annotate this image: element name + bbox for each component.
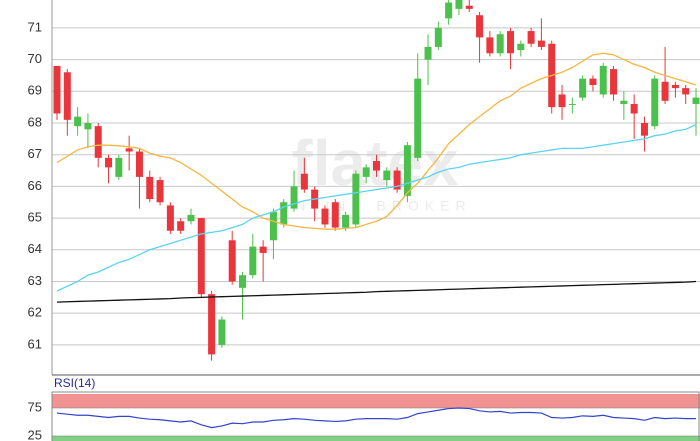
panel-title: RSI(14) [54,376,95,390]
candle-body [259,246,267,253]
candle-body [476,15,484,38]
candle-body [321,208,329,225]
y-tick-label: 64 [28,241,42,256]
candle-body [135,151,143,177]
candle-body [661,81,669,101]
candle-body [558,94,566,108]
candle-body [651,78,659,127]
y-tick-label: 68 [28,114,42,129]
candle-body [465,5,473,9]
candle-body [403,145,411,196]
candle-body [300,173,308,190]
candle-body [599,65,607,95]
candle-body [352,173,360,225]
candle-body [197,218,205,295]
candle-body [280,202,288,225]
panel-frame [51,391,700,441]
band [52,436,700,441]
candle-body [166,205,174,231]
y-tick-label: 70 [28,51,42,66]
candle-body [53,65,61,114]
candle-body [125,148,133,152]
y-tick-label: 66 [28,178,42,193]
candle-body [115,157,123,177]
candle-body [249,246,257,276]
candle-body [620,100,628,104]
y-tick-label: 62 [28,305,42,320]
candle-body [640,122,648,136]
y-tick-label: 71 [28,19,42,34]
band [52,394,700,408]
y-tick-label: 75 [28,399,42,414]
candle-body [156,180,164,203]
candle-body [177,221,185,231]
candle-body [84,122,92,130]
candle-body [568,103,576,105]
candle-body [383,170,391,181]
candle-body [692,97,700,104]
candle-body [506,31,514,54]
line-series [56,52,697,230]
candle-body [589,78,597,85]
candle-body [455,0,463,9]
candle-body [105,157,113,168]
candle-body [486,37,494,54]
candle-body [331,202,339,228]
candle-body [445,2,453,19]
candle-body [239,275,247,288]
candle-body [671,84,679,89]
y-tick-label: 61 [28,336,42,351]
y-tick-label: 25 [28,427,42,441]
candle-body [269,211,277,241]
candle-body [218,319,226,345]
line-series [56,407,696,429]
candle-body [393,170,401,190]
candle-body [414,78,422,158]
candle-body [537,40,545,47]
candle-body [527,31,535,44]
candle-body [228,240,236,282]
candle-body [94,126,102,158]
y-tick-label: 69 [28,83,42,98]
line-series [56,280,697,303]
candle-body [517,43,525,51]
line-series [56,123,697,292]
y-tick-label: 67 [28,146,42,161]
candle-body [373,161,380,171]
candle-body [434,27,442,47]
candle-body [579,78,587,98]
y-tick-label: 63 [28,273,42,288]
candle-body [63,72,71,120]
candle-body [682,88,690,95]
candle-body [362,167,370,177]
candle-body [610,69,618,95]
candle-body [74,116,82,127]
candle-body [342,214,350,228]
y-tick-label: 65 [28,210,42,225]
candle-body [208,294,216,355]
candle-body [424,46,432,60]
candle-body [146,176,154,200]
candle-body [187,214,195,222]
candle-body [290,186,298,209]
candle-body [496,34,504,54]
candle-body [630,103,638,114]
